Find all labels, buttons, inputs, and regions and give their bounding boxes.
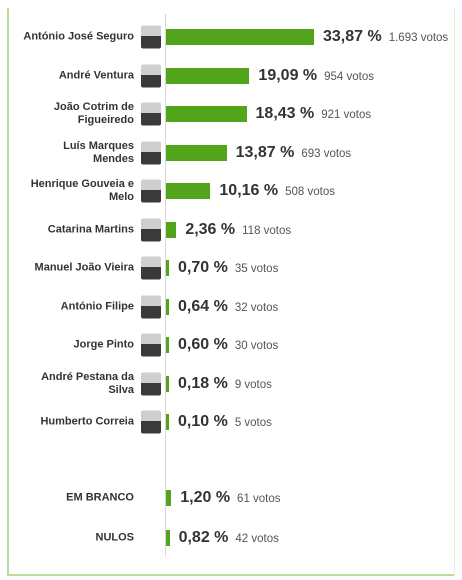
value-label: 1,20 % bbox=[180, 489, 231, 506]
vote-count: 118 votos bbox=[242, 224, 292, 237]
candidate-photo bbox=[141, 410, 161, 434]
bar bbox=[166, 490, 172, 506]
panel-border bbox=[7, 8, 9, 576]
bar bbox=[166, 67, 250, 84]
candidate-photo bbox=[141, 25, 161, 49]
candidate-photo bbox=[141, 372, 161, 395]
candidate-name: André Pestana da Silva bbox=[41, 370, 134, 396]
value-label: 18,43 % bbox=[255, 105, 315, 122]
axis-line bbox=[165, 14, 166, 556]
vote-count: 30 votos bbox=[234, 340, 279, 352]
bar bbox=[166, 337, 169, 353]
bar bbox=[166, 298, 169, 315]
vote-count: 9 votos bbox=[234, 378, 272, 391]
candidate-photo bbox=[141, 218, 161, 241]
candidate-name: António José Seguro bbox=[23, 30, 134, 43]
candidate-photo bbox=[141, 141, 161, 164]
vote-count: 693 votos bbox=[301, 147, 352, 160]
value-label: 0,10 % bbox=[178, 413, 228, 430]
candidate-name: Henrique Gouveia e Melo bbox=[30, 178, 134, 203]
bar bbox=[166, 183, 211, 199]
candidate-name: NULOS bbox=[95, 531, 135, 544]
bar bbox=[166, 260, 170, 276]
candidate-name: António Filipe bbox=[60, 300, 134, 312]
candidate-name: Catarina Martins bbox=[47, 223, 134, 235]
candidate-photo bbox=[141, 333, 161, 357]
vote-count: 42 votos bbox=[235, 533, 279, 545]
bar bbox=[166, 375, 169, 392]
candidate-photo bbox=[141, 102, 161, 126]
candidate-photo bbox=[141, 64, 161, 87]
candidate-name: Humberto Correia bbox=[40, 415, 134, 428]
bar bbox=[166, 144, 227, 161]
vote-count: 35 votos bbox=[234, 263, 279, 275]
candidate-photo bbox=[141, 256, 161, 280]
value-label: 10,16 % bbox=[219, 182, 279, 199]
vote-count: 61 votos bbox=[237, 493, 281, 505]
value-label: 13,87 % bbox=[235, 143, 295, 161]
vote-count: 32 votos bbox=[234, 301, 279, 314]
bar bbox=[166, 106, 247, 122]
value-label: 0,82 % bbox=[178, 529, 229, 546]
value-label: 33,87 % bbox=[323, 28, 382, 45]
bar bbox=[166, 530, 170, 546]
candidate-name: EM BRANCO bbox=[66, 491, 134, 504]
value-label: 2,36 % bbox=[185, 220, 236, 238]
candidate-name: Manuel João Vieira bbox=[34, 261, 134, 274]
vote-count: 1.693 votos bbox=[388, 32, 449, 44]
value-label: 0,60 % bbox=[178, 336, 228, 353]
panel-border bbox=[454, 8, 455, 576]
bar bbox=[166, 221, 177, 238]
candidate-name: João Cotrim de Figueiredo bbox=[53, 101, 134, 126]
vote-count: 5 votos bbox=[234, 417, 272, 429]
value-label: 0,70 % bbox=[178, 259, 228, 276]
value-label: 19,09 % bbox=[258, 66, 318, 84]
candidate-name: Jorge Pinto bbox=[73, 338, 134, 351]
vote-count: 954 votos bbox=[324, 70, 374, 83]
vote-count: 508 votos bbox=[285, 186, 335, 198]
candidate-photo bbox=[141, 295, 161, 318]
bar bbox=[166, 29, 314, 45]
candidate-name: Luís Marques Mendes bbox=[63, 139, 134, 165]
bar bbox=[166, 414, 169, 430]
panel-border bbox=[7, 574, 455, 576]
value-label: 0,64 % bbox=[178, 297, 228, 315]
value-label: 0,18 % bbox=[178, 374, 228, 392]
candidate-name: André Ventura bbox=[58, 69, 134, 81]
candidate-photo bbox=[141, 179, 161, 203]
vote-count: 921 votos bbox=[321, 109, 372, 121]
